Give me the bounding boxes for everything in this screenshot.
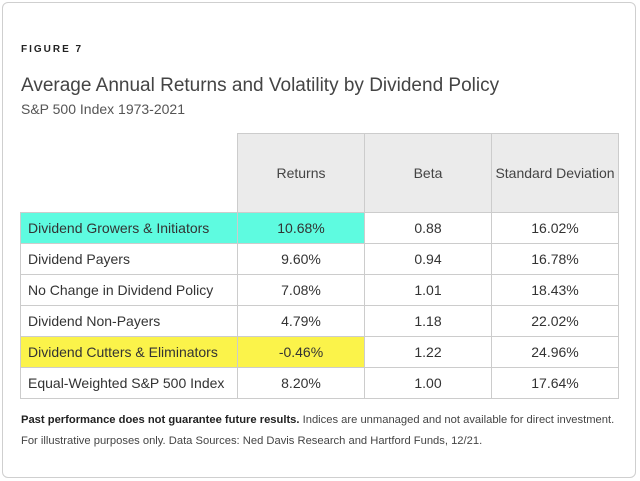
table-row: Equal-Weighted S&P 500 Index 8.20% 1.00 17.… (20, 367, 619, 399)
row-returns: 10.68% (237, 212, 365, 244)
row-category: Dividend Growers & Initiators (20, 212, 238, 244)
table-row: Dividend Growers & Initiators 10.68% 0.88 1… (20, 212, 619, 244)
chart-subtitle: S&P 500 Index 1973-2021 (21, 101, 185, 117)
row-std-dev: 22.02% (491, 305, 619, 337)
chart-title: Average Annual Returns and Volatility by… (21, 75, 500, 96)
footnote-text: Indices are unmanaged and not available … (21, 414, 615, 447)
header-beta: Beta (364, 133, 492, 213)
row-returns: 8.20% (237, 367, 365, 399)
row-returns: 7.08% (237, 274, 365, 306)
row-beta: 1.00 (364, 367, 492, 399)
footnote: Past performance does not guarantee futu… (21, 410, 621, 452)
table-row: Dividend Cutters & Eliminators -0.46% 1.22… (20, 336, 619, 368)
row-category: Dividend Payers (20, 243, 238, 275)
header-blank-cell (20, 133, 238, 213)
row-beta: 1.01 (364, 274, 492, 306)
row-std-dev: 16.02% (491, 212, 619, 244)
row-returns: 4.79% (237, 305, 365, 337)
table-row: Dividend Non-Payers 4.79% 1.18 22.02% (20, 305, 619, 337)
figure-label: FIGURE 7 (21, 44, 84, 55)
returns-table: Returns Beta Standard Deviation Dividend… (20, 133, 619, 399)
row-returns: 9.60% (237, 243, 365, 275)
row-returns: -0.46% (237, 336, 365, 368)
row-category: Dividend Non-Payers (20, 305, 238, 337)
row-std-dev: 17.64% (491, 367, 619, 399)
footnote-bold: Past performance does not guarantee futu… (21, 414, 300, 426)
row-category: No Change in Dividend Policy (20, 274, 238, 306)
table-row: No Change in Dividend Policy 7.08% 1.01 18.… (20, 274, 619, 306)
row-std-dev: 18.43% (491, 274, 619, 306)
table-row: Dividend Payers 9.60% 0.94 16.78% (20, 243, 619, 275)
row-std-dev: 24.96% (491, 336, 619, 368)
row-category: Dividend Cutters & Eliminators (20, 336, 238, 368)
row-category: Equal-Weighted S&P 500 Index (20, 367, 238, 399)
row-beta: 0.88 (364, 212, 492, 244)
row-beta: 0.94 (364, 243, 492, 275)
table-body: Dividend Growers & Initiators 10.68% 0.88 1… (20, 212, 619, 399)
header-row: Returns Beta Standard Deviation (20, 133, 619, 213)
row-beta: 1.18 (364, 305, 492, 337)
row-std-dev: 16.78% (491, 243, 619, 275)
header-std-dev: Standard Deviation (491, 133, 619, 213)
header-returns: Returns (237, 133, 365, 213)
row-beta: 1.22 (364, 336, 492, 368)
